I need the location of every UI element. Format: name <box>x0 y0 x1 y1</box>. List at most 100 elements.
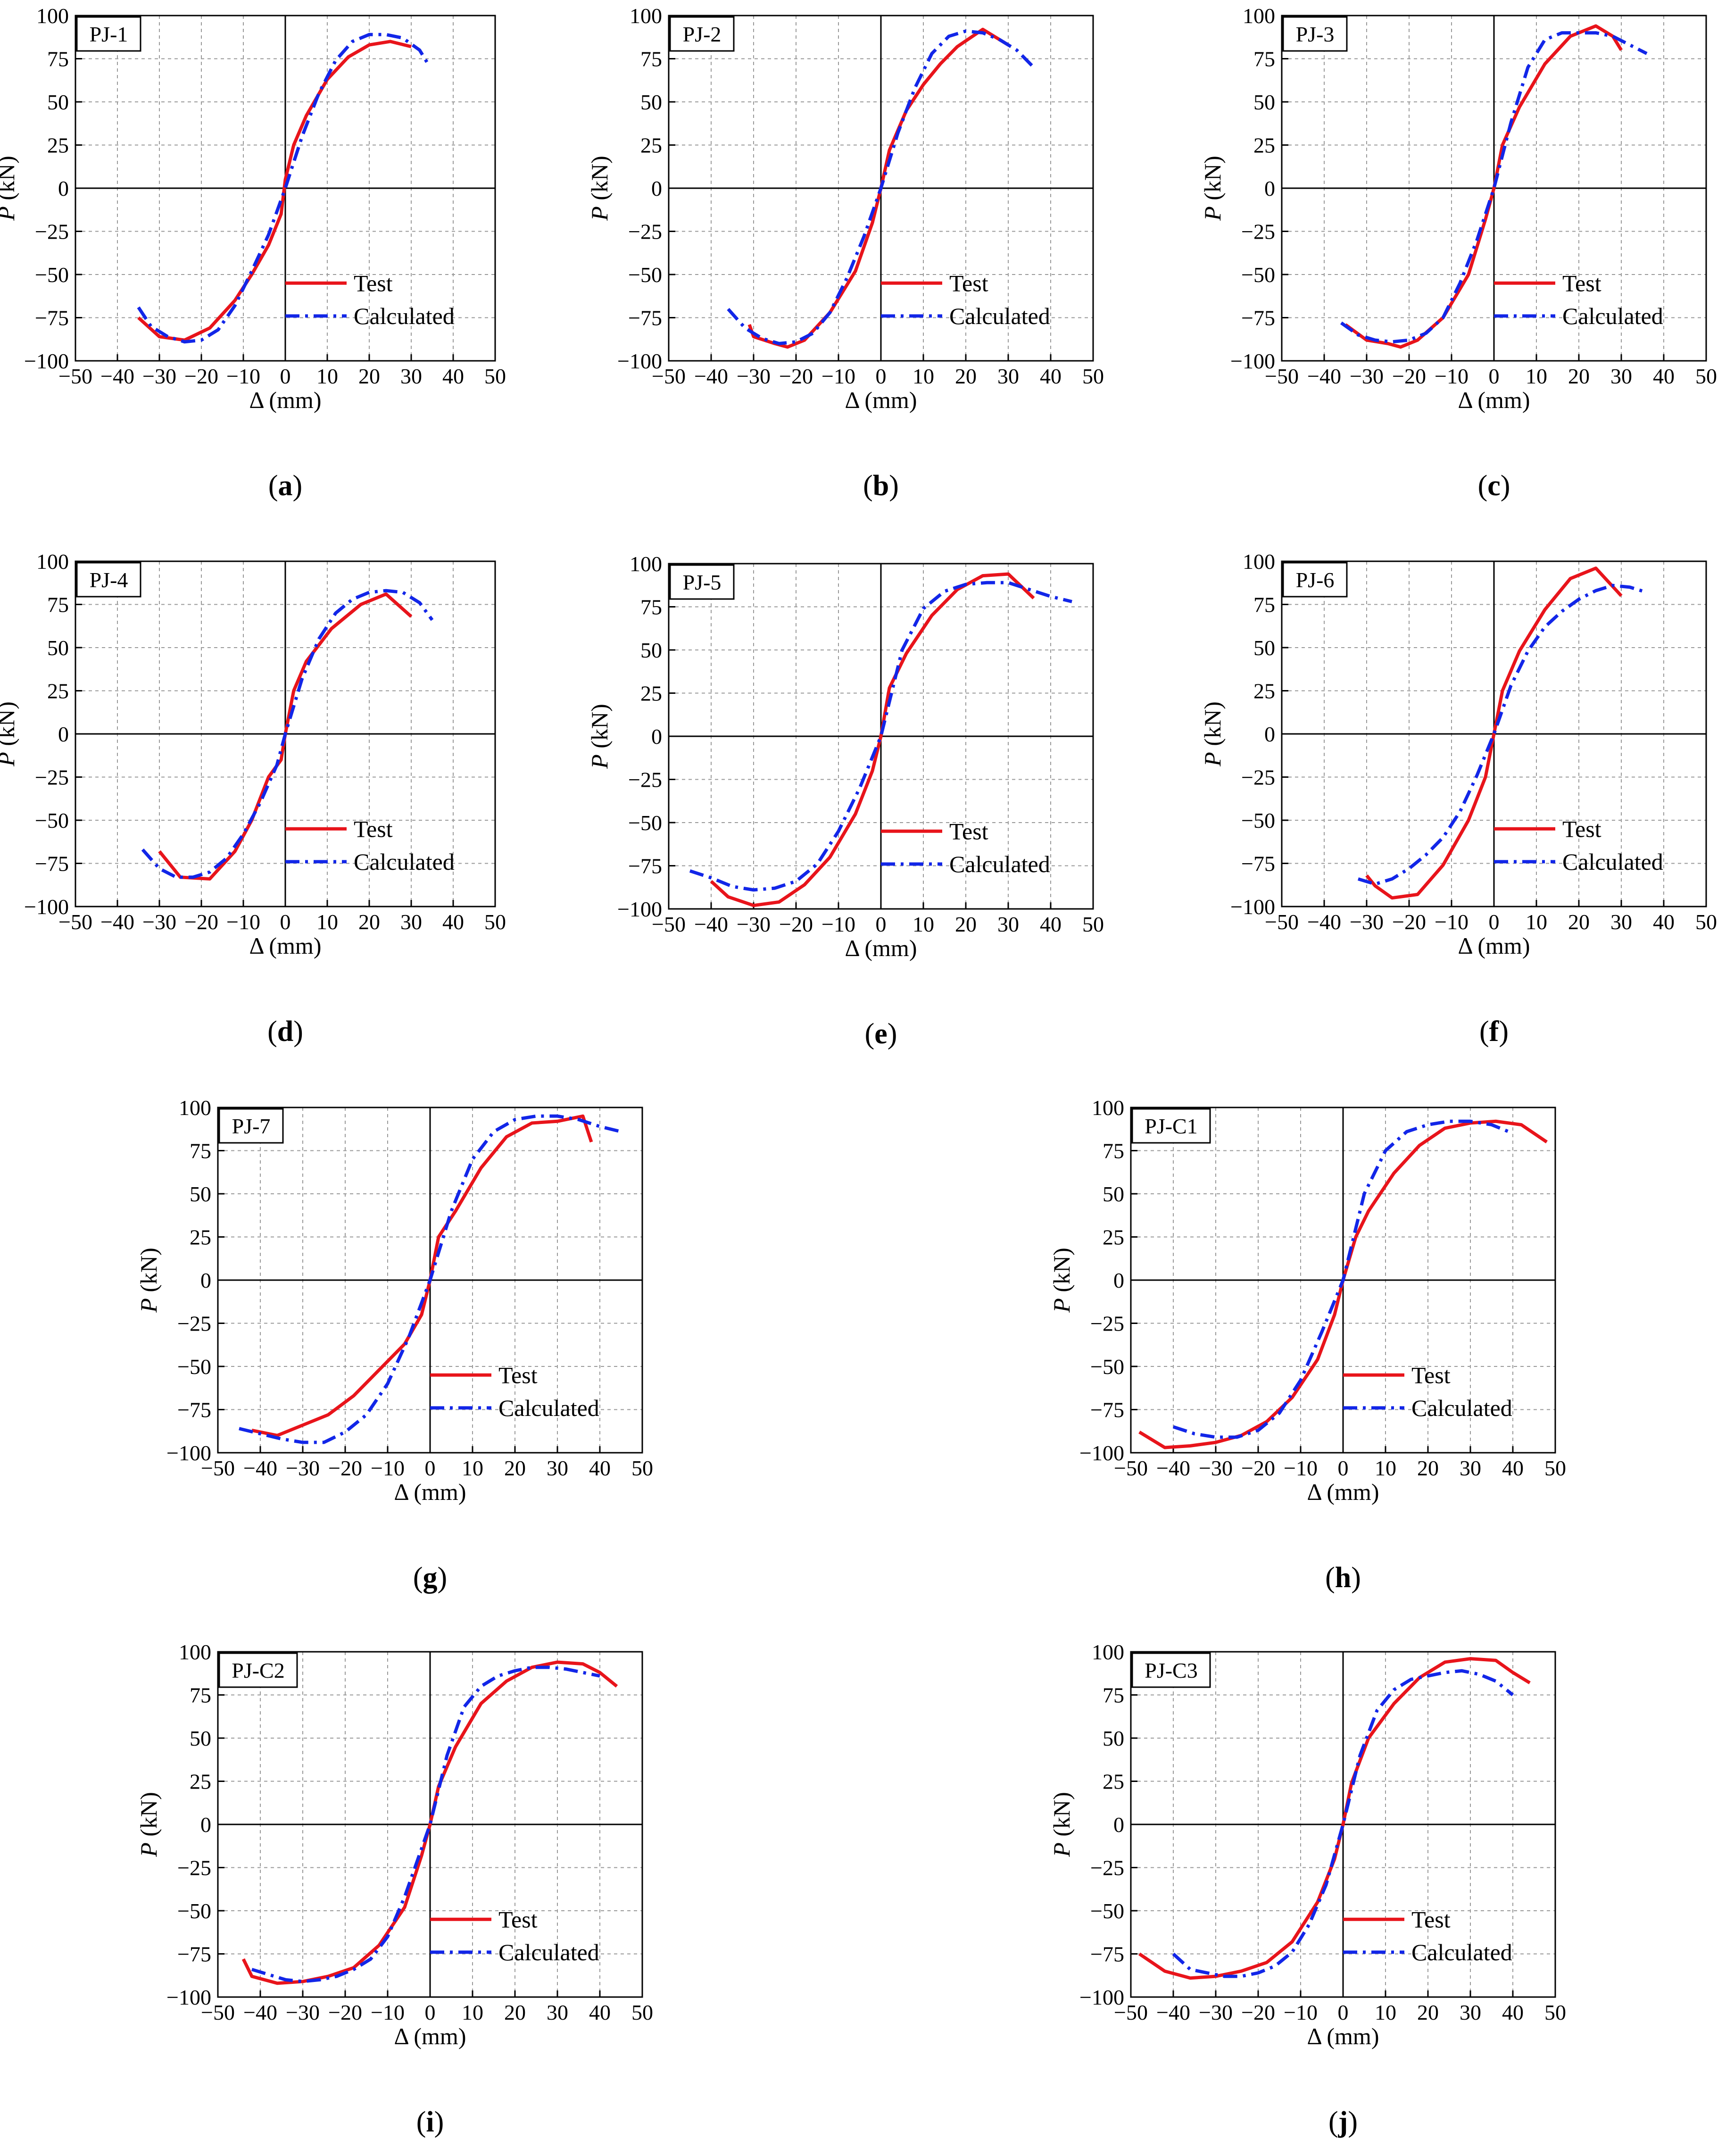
x-tick-label: −40 <box>100 364 134 388</box>
specimen-tag-box <box>669 564 735 600</box>
panel-caption-close: ) <box>1501 470 1510 502</box>
calculated-data-point <box>285 188 286 189</box>
y-tick-label: −50 <box>177 1355 211 1379</box>
y-tick-label: −50 <box>628 811 662 835</box>
x-tick-label: −20 <box>1392 364 1426 388</box>
calculated-data-point <box>268 234 269 235</box>
y-tick-label: 25 <box>190 1225 211 1249</box>
y-axis-title: P (kN) <box>135 1792 162 1857</box>
calculated-data-point <box>369 34 370 35</box>
x-tick-label: 30 <box>1610 364 1632 388</box>
y-axis-title-unit: (kN) <box>1048 1248 1075 1298</box>
y-tick-label: 100 <box>1243 4 1275 28</box>
test-data-point <box>277 1435 278 1436</box>
calculated-data-point <box>1409 340 1410 341</box>
calculated-series-line <box>727 29 1035 345</box>
test-data-point <box>306 661 307 662</box>
panel-caption-close: ) <box>293 1016 303 1048</box>
x-tick-label: 40 <box>589 2000 611 2024</box>
calculated-data-point <box>1343 1824 1344 1825</box>
y-tick-label: 75 <box>1103 1139 1124 1163</box>
x-tick-label: −50 <box>1265 364 1299 388</box>
calculated-data-point <box>138 307 139 308</box>
test-data-point <box>957 589 958 590</box>
y-axis-title-symbol: P <box>1199 206 1226 221</box>
x-tick-label: −30 <box>737 912 771 936</box>
panel-caption-open: ( <box>863 470 873 502</box>
calculated-data-point <box>762 338 763 339</box>
panel-caption-letter: h <box>1335 1562 1351 1594</box>
panel-caption-close: ) <box>888 1018 897 1050</box>
specimen-tag-box <box>1131 1108 1211 1144</box>
x-tick-label: 10 <box>1375 2000 1396 2024</box>
y-tick-label: −100 <box>24 349 69 373</box>
specimen-tag-box <box>218 1108 284 1144</box>
panel-caption-close: ) <box>438 1562 448 1594</box>
test-data-point <box>957 46 958 47</box>
y-tick-label: 25 <box>47 133 69 158</box>
x-tick-label: −20 <box>184 910 218 934</box>
y-tick-label: −50 <box>1241 263 1275 287</box>
x-tick-label: −30 <box>1350 364 1384 388</box>
x-tick-label: −10 <box>821 912 855 936</box>
y-tick-label: −25 <box>35 766 69 790</box>
y-tick-label: 25 <box>1253 133 1275 158</box>
x-tick-label: −40 <box>1307 364 1341 388</box>
y-tick-label: 75 <box>1253 593 1275 617</box>
x-tick-label: −20 <box>779 912 813 936</box>
x-axis-title: Δ (mm) <box>249 387 322 413</box>
x-tick-label: −20 <box>328 1456 362 1480</box>
x-tick-label: 30 <box>997 364 1019 388</box>
calculated-series-line <box>1357 583 1648 886</box>
y-tick-label: −100 <box>1230 349 1275 373</box>
x-tick-label: 0 <box>876 912 887 936</box>
y-tick-label: 0 <box>200 1813 211 1837</box>
y-tick-label: −100 <box>166 1441 211 1465</box>
x-tick-label: −30 <box>1199 2000 1233 2024</box>
legend-calculated-label: Calculated <box>1562 849 1663 875</box>
y-tick-label: −75 <box>628 854 662 878</box>
x-tick-label: 30 <box>400 910 422 934</box>
x-tick-label: −30 <box>142 364 176 388</box>
y-tick-label: −75 <box>35 306 69 330</box>
calculated-data-point <box>430 1824 431 1825</box>
y-tick-label: −50 <box>35 808 69 832</box>
y-tick-label: 50 <box>1253 636 1275 660</box>
y-tick-label: −50 <box>177 1899 211 1923</box>
y-tick-label: 75 <box>640 595 662 619</box>
x-tick-label: −30 <box>1199 1456 1233 1480</box>
y-tick-label: 0 <box>651 724 662 749</box>
calculated-data-point <box>184 341 185 342</box>
y-tick-label: 100 <box>179 1640 211 1664</box>
x-tick-label: −10 <box>1284 2000 1318 2024</box>
x-tick-label: −30 <box>286 2000 320 2024</box>
y-tick-label: 0 <box>200 1268 211 1292</box>
x-axis-title: Δ (mm) <box>249 932 322 959</box>
chart-panel-g: −50 −40 −30 −20 −10 0 10 20 30 40 50−100−75−50−250… <box>135 1096 653 1594</box>
x-tick-label: 10 <box>1375 1456 1396 1480</box>
panel-caption-close: ) <box>1499 1016 1509 1048</box>
x-tick-label: 40 <box>1502 1456 1524 1480</box>
y-tick-label: −100 <box>24 895 69 919</box>
x-tick-label: −30 <box>1350 910 1384 934</box>
panel-caption-open: ( <box>413 1562 423 1594</box>
y-tick-label: −25 <box>1090 1312 1124 1336</box>
y-tick-label: −25 <box>1090 1856 1124 1880</box>
y-axis-title-symbol: P <box>1048 1842 1075 1857</box>
x-tick-label: −10 <box>226 910 260 934</box>
x-tick-label: 20 <box>358 910 380 934</box>
calculated-series-line <box>1172 1669 1514 1978</box>
x-tick-label: 10 <box>316 910 338 934</box>
x-tick-label: −20 <box>779 364 813 388</box>
legend-test-label: Test <box>1411 1362 1451 1388</box>
y-tick-label: 50 <box>1253 90 1275 114</box>
x-tick-label: 0 <box>1338 1456 1349 1480</box>
y-tick-label: −100 <box>617 349 662 373</box>
y-tick-label: 75 <box>47 593 69 617</box>
y-axis-title-unit: (kN) <box>1199 701 1226 752</box>
calculated-data-point <box>838 831 839 832</box>
x-tick-label: −10 <box>226 364 260 388</box>
y-tick-label: −75 <box>1090 1942 1124 1966</box>
test-data-point <box>1292 1941 1293 1942</box>
calculated-series-line <box>1172 1119 1514 1439</box>
